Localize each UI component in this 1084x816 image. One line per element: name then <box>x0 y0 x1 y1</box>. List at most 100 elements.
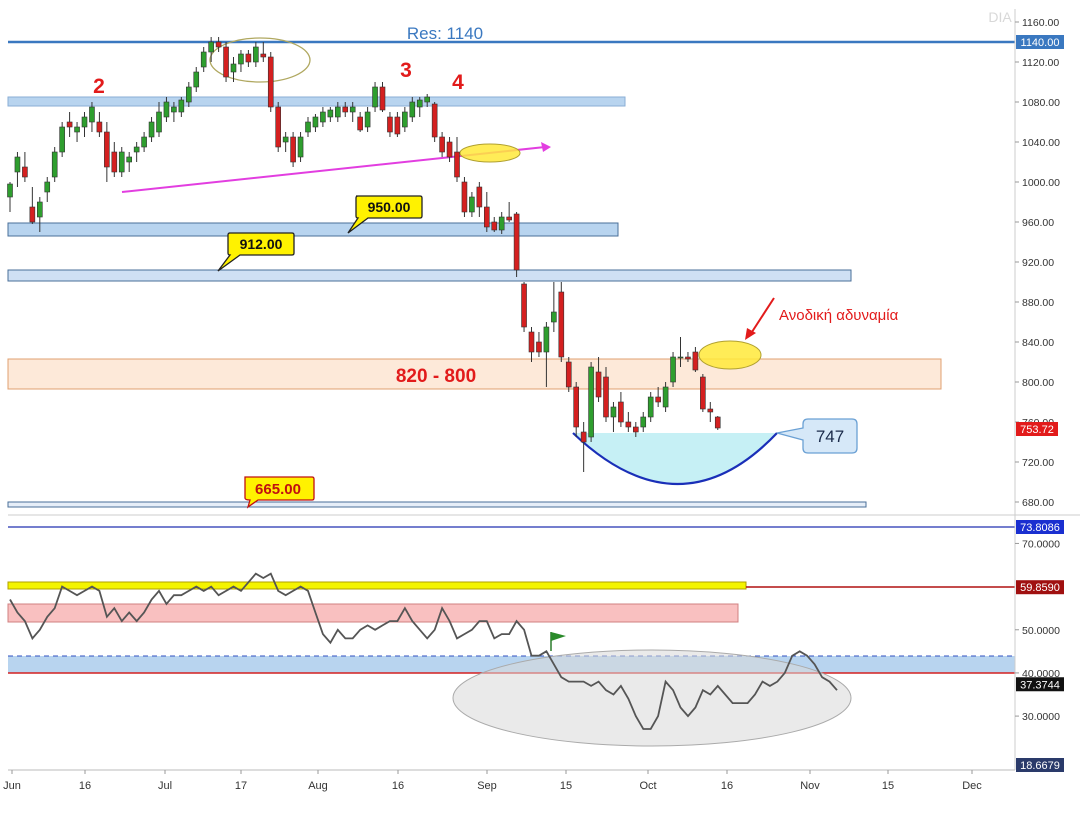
candle-body <box>647 396 654 418</box>
y-tick-label: 880.00 <box>1022 297 1054 309</box>
candle-body <box>394 116 401 135</box>
candle <box>357 112 363 132</box>
ellipse-weakness <box>698 340 762 370</box>
candle <box>491 217 498 232</box>
zone-label: 820 - 800 <box>396 366 476 387</box>
candle-body <box>618 401 624 423</box>
candle <box>528 327 535 362</box>
candle-body <box>685 356 691 360</box>
candle <box>148 117 155 142</box>
candle <box>349 102 356 122</box>
x-tick-label: Oct <box>639 780 656 792</box>
candle <box>431 102 438 142</box>
watermark: DIA <box>988 9 1012 25</box>
candle <box>402 107 408 132</box>
candle <box>305 117 311 137</box>
candle-body <box>208 41 214 53</box>
candle-body <box>543 326 550 353</box>
candle-body <box>223 46 229 78</box>
candle-body <box>476 186 483 208</box>
candle-body <box>461 181 468 213</box>
zone-820-800 <box>7 358 942 390</box>
candle-body <box>551 311 557 323</box>
candle <box>625 412 632 432</box>
callout-912-text: 912.00 <box>240 236 283 252</box>
candle <box>141 132 147 152</box>
rsi-tag <box>1016 520 1064 534</box>
x-tick-label: Nov <box>800 780 820 792</box>
candle <box>171 102 177 122</box>
candle <box>327 107 334 122</box>
rsi-y-tick-label: 70.0000 <box>1022 538 1060 550</box>
candle <box>178 97 185 117</box>
candle <box>260 42 267 62</box>
candle-body <box>402 111 408 128</box>
callout-950: 950.00 <box>347 195 423 234</box>
rsi-tag <box>1016 677 1064 692</box>
candle <box>394 112 401 137</box>
candle <box>536 332 542 357</box>
candle-body <box>469 196 475 213</box>
candle-body <box>200 51 207 68</box>
candle-body <box>290 136 296 163</box>
candle-body <box>595 371 602 398</box>
candle <box>126 152 132 172</box>
candle <box>44 177 51 202</box>
candle-body <box>357 116 363 131</box>
callout-747-text: 747 <box>816 427 844 446</box>
candle <box>461 177 468 217</box>
rsi-tags: 73.8086 59.8590 37.3744 18.6679 <box>1016 520 1064 772</box>
candle-body <box>342 106 349 113</box>
candle <box>677 337 684 367</box>
candle <box>700 374 706 412</box>
candle-body <box>253 46 259 63</box>
candle <box>342 102 349 117</box>
annotation-weakness: Ανοδική αδυναμία <box>779 307 899 324</box>
candle-body <box>677 356 684 359</box>
candle <box>506 202 512 222</box>
candle-body <box>416 99 423 108</box>
candle <box>483 192 490 232</box>
y-tick-label: 1120.00 <box>1022 57 1059 69</box>
candle <box>245 50 252 67</box>
candle-body <box>662 386 669 408</box>
candle-body <box>714 416 721 429</box>
candle <box>469 192 475 217</box>
candle-body <box>364 111 371 128</box>
candle-body <box>632 426 639 433</box>
candle-body <box>372 86 378 108</box>
candle <box>111 142 118 177</box>
candle <box>498 212 505 234</box>
candle <box>163 97 170 122</box>
candle <box>230 57 237 82</box>
candle-body <box>640 416 647 428</box>
candle <box>74 122 80 142</box>
candle-body <box>297 136 304 158</box>
candle <box>439 132 445 157</box>
candle <box>297 132 304 162</box>
candle <box>320 107 326 127</box>
annotation-arrow <box>749 297 775 336</box>
x-tick-label: Dec <box>962 780 982 792</box>
y-tick-label: 960.00 <box>1022 217 1054 229</box>
candle-body <box>89 106 95 123</box>
candle <box>610 402 617 432</box>
candle-body <box>349 106 356 113</box>
candle <box>156 102 162 137</box>
candle-body <box>171 106 177 113</box>
candle <box>372 82 378 112</box>
candle-body <box>327 109 334 118</box>
candle-body <box>573 386 580 428</box>
candle-body <box>692 351 699 371</box>
candle <box>104 122 110 182</box>
x-tick-label: 15 <box>560 780 572 792</box>
candle-body <box>409 101 416 118</box>
candle-body <box>707 408 714 413</box>
candle-body <box>178 99 185 113</box>
candle-body <box>193 71 200 88</box>
rsi-tag-text: 73.8086 <box>1020 522 1060 534</box>
candle-body <box>379 86 386 111</box>
x-tick-label: Jun <box>3 780 21 792</box>
